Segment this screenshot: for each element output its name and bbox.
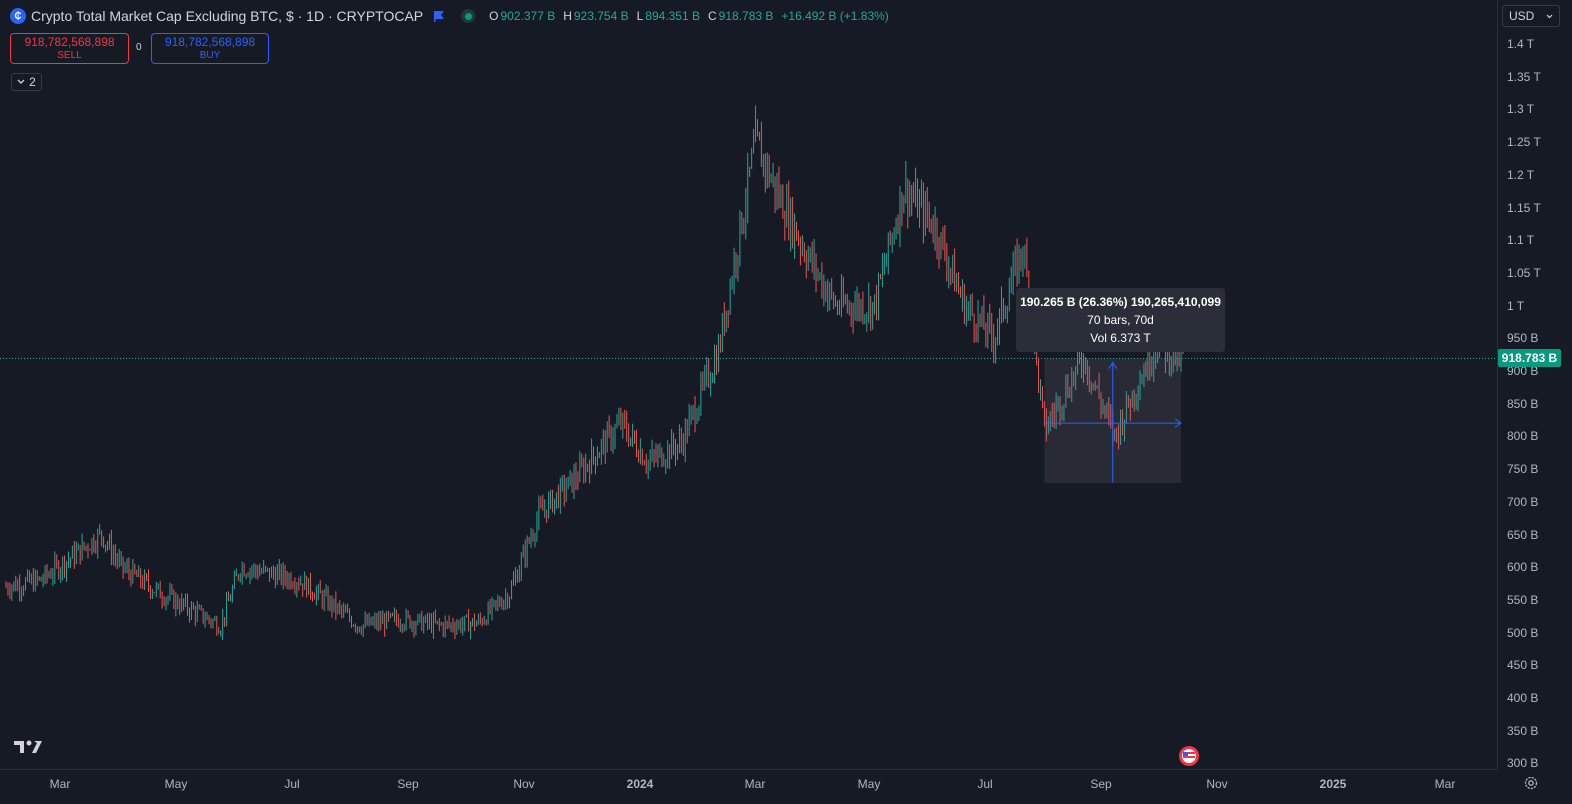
sell-button[interactable]: 918,782,568,898 SELL <box>10 33 129 64</box>
last-price-label: 918.783 B <box>1498 349 1561 367</box>
ohlc-close-value: 918.783 B <box>718 9 774 23</box>
indicators-toggle-button[interactable]: 2 <box>11 73 42 91</box>
time-tick: Mar <box>1434 777 1456 791</box>
price-tick: 1.1 T <box>1507 233 1535 248</box>
symbol-logo-icon[interactable]: ₵ <box>10 8 26 24</box>
time-tick: Nov <box>513 777 535 791</box>
ohlc-low-value: 894.351 B <box>645 9 700 23</box>
price-tick: 1.25 T <box>1507 135 1541 150</box>
price-tick: 500 B <box>1507 625 1539 640</box>
price-tick: 450 B <box>1507 658 1539 673</box>
buy-label: BUY <box>199 49 221 61</box>
chevron-down-icon <box>1546 14 1553 18</box>
time-tick: 2025 <box>1319 777 1347 791</box>
time-tick: Sep <box>1090 777 1112 791</box>
ohlc-values: O 902.377 B H 923.754 B L 894.351 B C 918.78… <box>489 9 895 23</box>
time-tick: Jul <box>977 777 993 791</box>
price-tick: 1.3 T <box>1507 102 1535 117</box>
chart-header: ₵ Crypto Total Market Cap Excluding BTC,… <box>10 6 895 26</box>
price-tick: 800 B <box>1507 429 1539 444</box>
sell-price: 918,782,568,898 <box>24 34 115 49</box>
ohlc-high-value: 923.754 B <box>573 9 629 23</box>
currency-label: USD <box>1509 9 1535 23</box>
candlestick-chart[interactable] <box>0 0 1497 769</box>
ohlc-low-key: L <box>636 9 644 23</box>
measure-bars: 70 bars, 70d <box>1087 313 1154 327</box>
ohlc-high-key: H <box>563 9 572 23</box>
time-axis[interactable] <box>0 769 1497 804</box>
chevron-down-icon <box>17 79 25 84</box>
currency-select[interactable]: USD <box>1502 5 1560 27</box>
price-tick: 850 B <box>1507 396 1539 411</box>
price-tick: 1.15 T <box>1507 200 1541 215</box>
sell-label: SELL <box>57 49 82 61</box>
flag-icon[interactable] <box>433 10 445 22</box>
time-tick: Mar <box>744 777 766 791</box>
price-tick: 350 B <box>1507 723 1539 738</box>
price-axis[interactable] <box>1497 0 1572 769</box>
time-tick: Jul <box>284 777 300 791</box>
spread-value: 0 <box>136 42 142 53</box>
time-tick: May <box>857 777 881 791</box>
economic-event-icon[interactable] <box>1176 745 1202 767</box>
price-tick: 600 B <box>1507 560 1539 575</box>
price-tick: 1.05 T <box>1507 265 1541 280</box>
price-tick: 550 B <box>1507 592 1539 607</box>
price-tick: 750 B <box>1507 462 1539 477</box>
time-tick: Mar <box>49 777 71 791</box>
price-tick: 950 B <box>1507 331 1539 346</box>
time-tick: Sep <box>397 777 419 791</box>
time-tick: Nov <box>1206 777 1228 791</box>
measure-vertical-arrow <box>1108 361 1118 483</box>
measure-change: 190.265 B (26.36%) 190,265,410,099 <box>1020 295 1221 309</box>
measure-volume: Vol 6.373 T <box>1090 331 1151 345</box>
price-tick: 900 B <box>1507 364 1539 378</box>
price-tick: 1.2 T <box>1507 167 1535 182</box>
price-tick: 1.35 T <box>1507 69 1541 84</box>
ohlc-open-value: 902.377 B <box>500 9 556 23</box>
price-tick: 650 B <box>1507 527 1539 542</box>
ohlc-close-key: C <box>708 9 717 23</box>
price-tick: 300 B <box>1507 756 1539 771</box>
buy-button[interactable]: 918,782,568,898 BUY <box>151 33 269 64</box>
price-tick: 1 T <box>1507 298 1525 313</box>
ohlc-change: +16.492 B (+1.83%) <box>781 9 889 23</box>
gear-icon[interactable] <box>1523 775 1539 791</box>
time-tick: 2024 <box>626 777 654 791</box>
price-tick: 1.4 T <box>1507 37 1535 51</box>
measure-tooltip: 190.265 B (26.36%) 190,265,410,099 70 ba… <box>1016 288 1225 352</box>
ohlc-open-key: O <box>489 9 499 23</box>
tradingview-logo-icon[interactable] <box>14 739 44 760</box>
market-status-icon[interactable] <box>461 9 476 23</box>
symbol-title[interactable]: Crypto Total Market Cap Excluding BTC, $… <box>31 8 424 24</box>
buy-price: 918,782,568,898 <box>164 34 256 49</box>
indicators-count: 2 <box>29 75 36 89</box>
price-tick: 400 B <box>1507 691 1539 705</box>
chart-area[interactable] <box>0 0 1497 769</box>
time-tick: May <box>164 777 188 791</box>
price-tick: 700 B <box>1507 494 1539 509</box>
